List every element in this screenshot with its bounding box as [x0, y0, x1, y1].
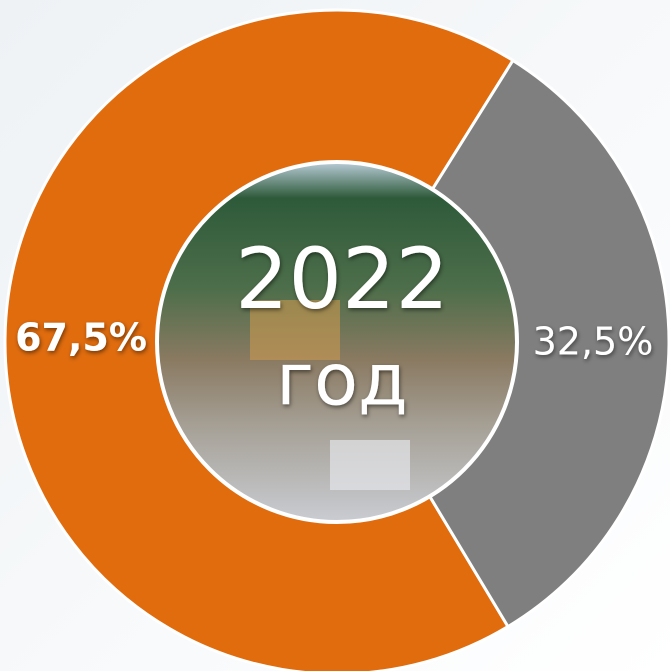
photo-building: [330, 440, 410, 490]
value-label: 32,5%: [533, 320, 654, 364]
center-subtitle: год: [276, 338, 408, 422]
center-title: 2022: [235, 230, 449, 328]
value-label: 67,5%: [15, 315, 147, 359]
photo-building: [250, 300, 340, 360]
